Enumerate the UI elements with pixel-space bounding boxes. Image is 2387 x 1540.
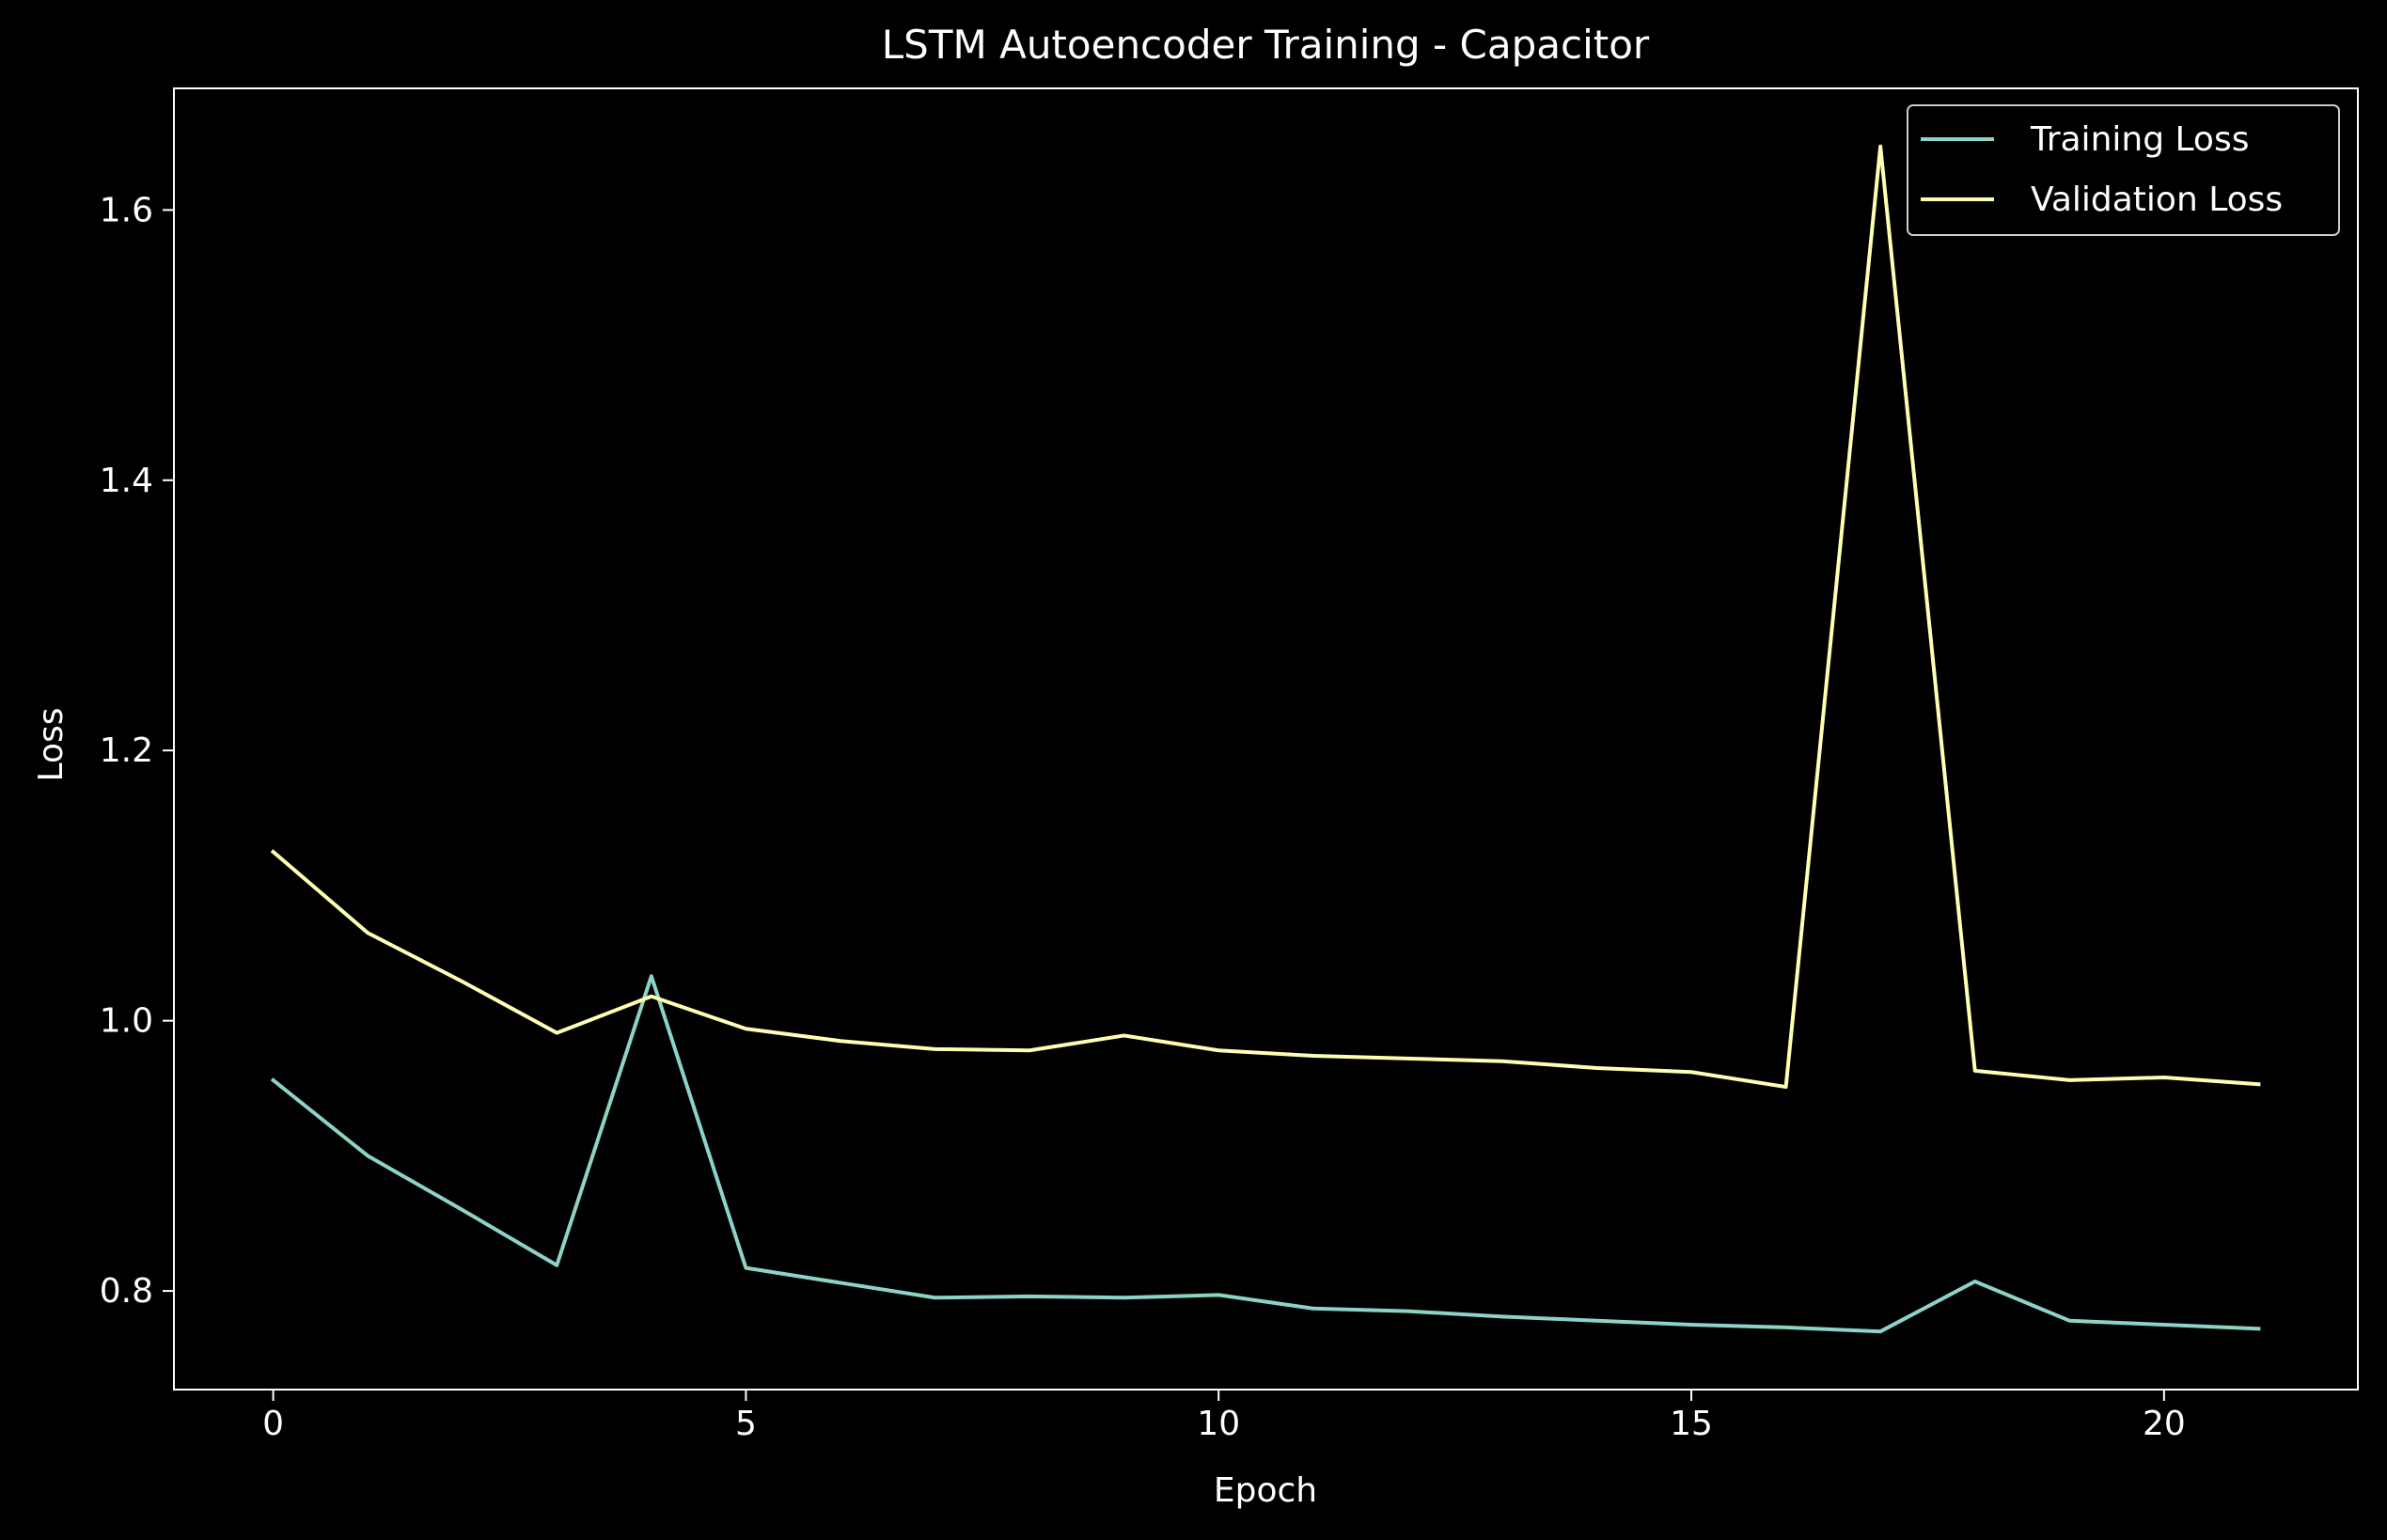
x-tick-label: 0 [262, 1405, 284, 1443]
x-tick-label: 5 [735, 1405, 757, 1443]
y-tick-label: 1.2 [100, 731, 153, 770]
legend-entry-label: Training Loss [2030, 120, 2249, 159]
x-axis: 0 5 10 15 20 [262, 1390, 2186, 1443]
chart-title: LSTM Autoencoder Training - Capacitor [882, 22, 1650, 68]
y-tick-label: 1.4 [100, 462, 153, 500]
y-axis-label: Loss [32, 708, 71, 782]
series-line-training-loss [270, 974, 2261, 1334]
x-tick-label: 10 [1197, 1405, 1240, 1443]
legend-box [1907, 104, 2340, 236]
axes-frame [173, 87, 2359, 1391]
x-axis-label: Epoch [1214, 1471, 1317, 1510]
x-tick-label: 20 [2143, 1405, 2186, 1443]
legend: Training Loss Validation Loss [1907, 104, 2340, 236]
series-line-validation-loss [270, 144, 2261, 1090]
y-tick-label: 0.8 [100, 1272, 153, 1311]
y-tick-label: 1.0 [100, 1002, 153, 1041]
x-tick-label: 15 [1670, 1405, 1713, 1443]
y-axis: 0.8 1.0 1.2 1.4 1.6 [100, 191, 174, 1311]
legend-entry-label: Validation Loss [2031, 181, 2283, 219]
plot-area [270, 144, 2261, 1334]
y-tick-label: 1.6 [100, 191, 153, 229]
